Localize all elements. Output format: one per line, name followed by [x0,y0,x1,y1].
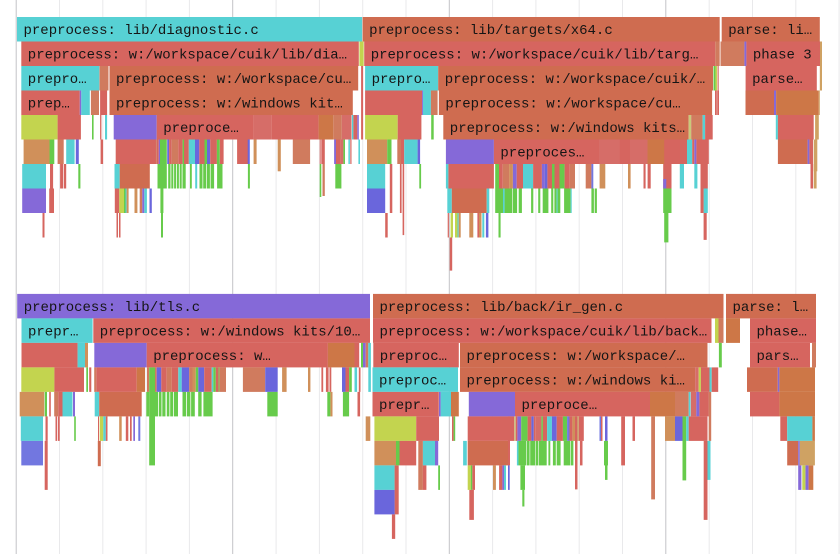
svg-text:phase…: phase… [757,325,807,341]
svg-text:preprocess: lib/diagnostic.c: preprocess: lib/diagnostic.c [24,23,259,39]
svg-text:preprocess: w:/workspace/cuik/: preprocess: w:/workspace/cuik/… [445,72,705,88]
svg-text:preproce…: preproce… [163,121,239,137]
svg-text:prepr…: prepr… [28,325,78,341]
svg-text:prepr…: prepr… [379,398,429,414]
svg-text:preprocess: w:/windows kits/10: preprocess: w:/windows kits/10… [100,325,360,341]
svg-text:preprocess: w:/workspace/cu…: preprocess: w:/workspace/cu… [116,72,351,88]
svg-text:preproces…: preproces… [500,146,584,162]
svg-text:preproc…: preproc… [379,374,446,390]
svg-text:preprocess: lib/targets/x64.c: preprocess: lib/targets/x64.c [369,23,613,39]
svg-text:preprocess: w…: preprocess: w… [153,349,271,365]
svg-text:pars…: pars… [757,349,799,365]
svg-text:phase 3: phase 3 [753,48,812,64]
svg-text:preprocess: w:/workspace/cuik/: preprocess: w:/workspace/cuik/lib/targ… [371,48,699,64]
svg-text:preproc…: preproc… [380,349,447,365]
svg-text:parse…: parse… [752,72,802,88]
svg-text:prepro…: prepro… [372,72,431,88]
svg-text:preprocess: w:/workspace/cuik/: preprocess: w:/workspace/cuik/lib/dia… [28,48,347,64]
svg-text:prepro…: prepro… [28,72,87,88]
svg-text:parse: l…: parse: l… [733,300,809,316]
svg-text:preproce…: preproce… [522,398,598,414]
svg-text:preprocess: w:/workspace/…: preprocess: w:/workspace/… [467,349,685,365]
svg-text:prep…: prep… [28,97,70,113]
svg-text:preprocess: w:/windows ki…: preprocess: w:/windows ki… [467,374,685,390]
svg-text:preprocess: w:/workspace/cuik/: preprocess: w:/workspace/cuik/lib/back… [380,325,708,341]
svg-text:preprocess: lib/tls.c: preprocess: lib/tls.c [24,300,200,316]
svg-text:preprocess: w:/windows kit…: preprocess: w:/windows kit… [116,97,343,113]
svg-text:preprocess: lib/back/ir_gen.c: preprocess: lib/back/ir_gen.c [380,300,624,316]
svg-text:preprocess: w:/windows kits…: preprocess: w:/windows kits… [450,121,685,137]
svg-text:parse: li…: parse: li… [728,23,812,39]
svg-text:preprocess: w:/workspace/cu…: preprocess: w:/workspace/cu… [445,97,680,113]
